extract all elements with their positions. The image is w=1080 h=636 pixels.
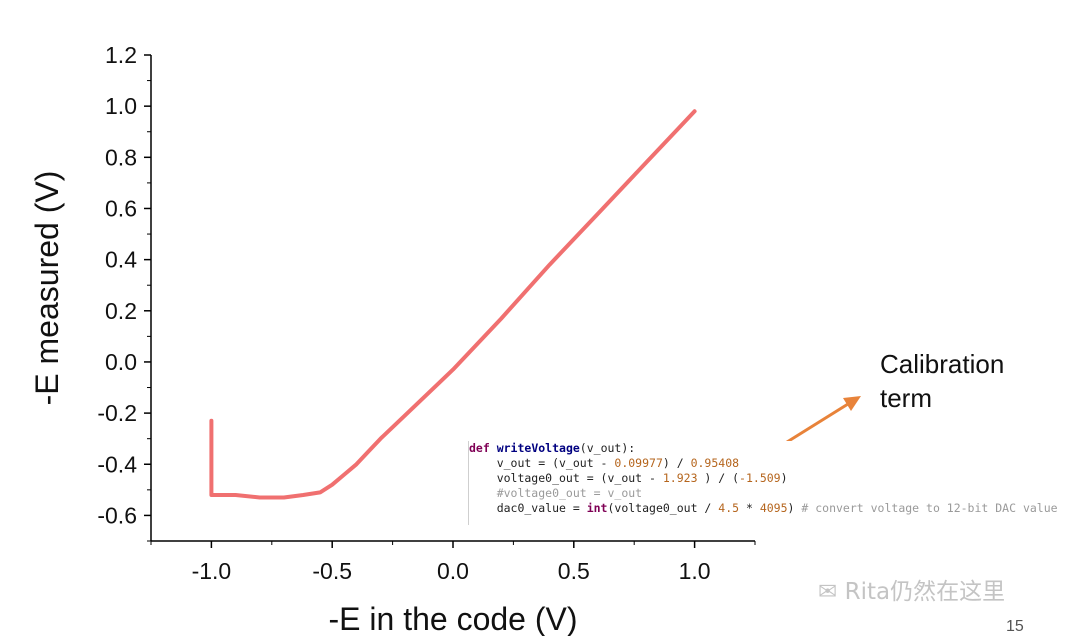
x-tick-label: -1.0	[192, 558, 232, 584]
code-token: v_out = (v_out -	[469, 456, 615, 470]
series-line	[209, 109, 697, 500]
code-token: (voltage0_out /	[607, 501, 719, 515]
y-tick-label: 0.0	[105, 349, 137, 375]
code-token: dac0_value =	[469, 501, 587, 515]
code-token: ) /	[662, 456, 691, 470]
code-line: #voltage0_out = v_out	[469, 486, 1080, 501]
y-tick-label: 0.2	[105, 298, 137, 324]
code-token: int	[586, 501, 608, 515]
code-token: writeVoltage	[496, 441, 580, 455]
y-tick-label: 0.4	[105, 247, 137, 273]
code-token: voltage0_out = (v_out -	[469, 471, 663, 485]
y-tick-label: 0.6	[105, 195, 137, 221]
code-token: ) / (	[697, 471, 740, 485]
code-token: )	[780, 471, 788, 485]
x-tick-label: 0.5	[558, 558, 590, 584]
x-tick-label: 0.0	[437, 558, 469, 584]
code-token: 0.95408	[690, 456, 740, 470]
code-token: (v_out):	[579, 441, 636, 455]
code-token: 4095	[759, 501, 788, 515]
y-tick-label: -0.6	[97, 502, 137, 528]
code-lines: def writeVoltage(v_out): v_out = (v_out …	[469, 441, 1080, 516]
y-tick-label: -0.2	[97, 400, 137, 426]
code-token: #voltage0_out = v_out	[469, 486, 643, 500]
code-line: voltage0_out = (v_out - 1.923 ) / (-1.50…	[469, 471, 1080, 486]
x-tick-label: -0.5	[312, 558, 352, 584]
x-axis-ticks: -1.0 -0.5 0.0 0.5 1.0	[150, 541, 756, 584]
code-token: 0.09977	[614, 456, 663, 470]
code-token: -1.509	[739, 471, 781, 485]
y-tick-label: 1.2	[105, 42, 137, 68]
code-token: # convert voltage to 12-bit DAC value	[801, 501, 1058, 515]
x-tick-label: 1.0	[679, 558, 711, 584]
code-line: dac0_value = int(voltage0_out / 4.5 * 40…	[469, 501, 1080, 516]
code-token: def	[469, 441, 497, 455]
code-line: v_out = (v_out - 0.09977) / 0.95408	[469, 456, 1080, 471]
y-tick-label: 0.8	[105, 144, 137, 170]
callout-line-1: Calibration	[880, 349, 1005, 379]
code-token: 4.5	[718, 501, 740, 515]
watermark-text: Rita仍然在这里	[844, 579, 1006, 605]
y-tick-label: 1.0	[105, 93, 137, 119]
code-token: *	[739, 501, 760, 515]
x-axis-title: -E in the code (V)	[329, 601, 578, 636]
y-tick-label: -0.4	[97, 451, 137, 477]
wechat-icon: ✉	[818, 579, 838, 605]
calibration-callout: Calibration term	[880, 347, 1004, 415]
y-axis-title: -E measured (V)	[29, 171, 65, 406]
code-token: )	[787, 501, 802, 515]
code-line: def writeVoltage(v_out):	[469, 441, 1080, 456]
watermark: ✉ Rita仍然在这里	[818, 572, 1005, 606]
code-snippet: def writeVoltage(v_out): v_out = (v_out …	[468, 441, 1080, 525]
y-axis-ticks: 1.2 1.0 0.8 0.6 0.4 0.2 0.0 -0.2 -0.4 -0.6	[97, 42, 151, 542]
callout-line-2: term	[880, 383, 932, 413]
series-group	[209, 109, 697, 500]
page-number: 15	[1006, 618, 1024, 635]
code-token: 1.923	[662, 471, 698, 485]
